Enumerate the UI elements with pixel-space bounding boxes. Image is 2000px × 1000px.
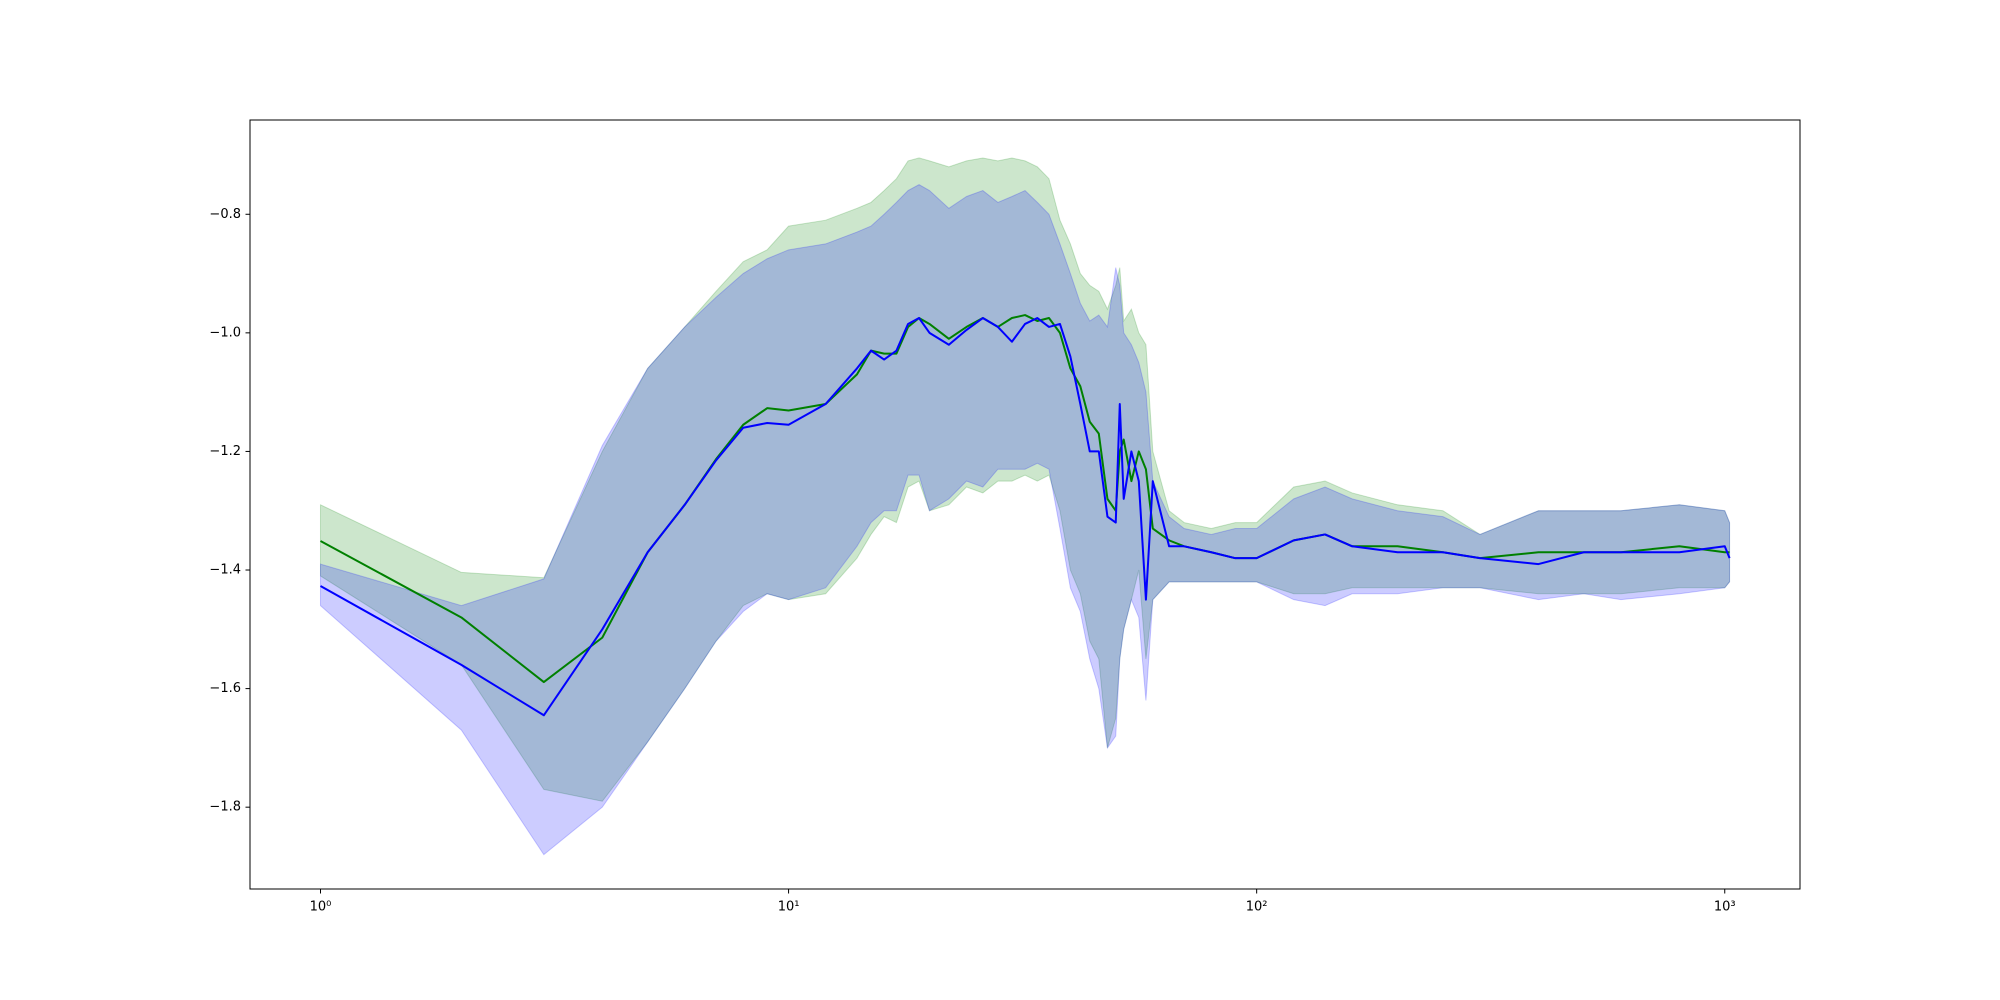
y-tick-label: −0.8 [209,207,241,222]
y-tick-label: −1.0 [209,325,241,340]
band [319,157,1731,802]
x-tick-label: 10³ [1714,900,1736,915]
y-tick-label: −1.8 [209,800,241,815]
y-tick-label: −1.4 [209,563,241,578]
y-tick-label: −1.6 [209,681,241,696]
x-tick-label: 10⁰ [310,900,332,915]
plot-area [319,157,1731,856]
axes-frame [249,119,1801,890]
band [319,184,1731,856]
x-tick-label: 10¹ [778,900,800,915]
x-tick-label: 10² [1246,900,1268,915]
y-tick-label: −1.2 [209,444,241,459]
line [319,317,1731,717]
